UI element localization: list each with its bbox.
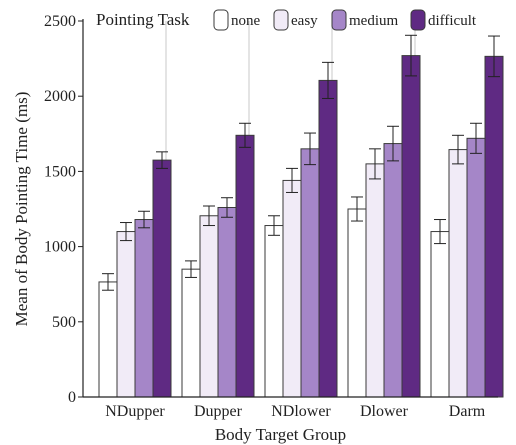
x-tick-label: Dupper bbox=[194, 403, 243, 420]
bar-easy-dupper bbox=[199, 215, 219, 398]
x-axis-title: Body Target Group bbox=[215, 425, 346, 444]
y-tick-label: 0 bbox=[68, 389, 76, 406]
x-tick-label: Dlower bbox=[360, 403, 409, 420]
x-tick-label: NDlower bbox=[271, 403, 331, 420]
bar-none-darm bbox=[430, 231, 450, 398]
bar-none-ndupper bbox=[98, 281, 118, 398]
y-tick-label: 2000 bbox=[44, 88, 76, 105]
y-tick-label: 500 bbox=[52, 314, 76, 331]
legend-label-easy: easy bbox=[291, 13, 318, 29]
bar-difficult-ndupper bbox=[152, 159, 172, 398]
bar-difficult-dlower bbox=[401, 55, 421, 398]
axes bbox=[82, 19, 498, 398]
legend-swatch-none bbox=[213, 9, 229, 31]
legend-label-difficult: difficult bbox=[428, 13, 477, 29]
legend-swatch-difficult bbox=[410, 9, 426, 31]
bar-difficult-darm bbox=[484, 55, 504, 398]
legend-title: Pointing Task bbox=[96, 10, 190, 29]
bar-difficult-dupper bbox=[235, 134, 255, 398]
bar-easy-darm bbox=[448, 149, 468, 398]
legend-label-none: none bbox=[231, 13, 261, 29]
bar-easy-ndupper bbox=[116, 231, 136, 398]
bar-medium-dupper bbox=[217, 206, 237, 398]
x-tick-label: Darm bbox=[449, 403, 486, 420]
bar-easy-dlower bbox=[365, 163, 385, 398]
legend-swatch-easy bbox=[273, 9, 289, 31]
y-ticks: 0 500 1000 1500 2000 2500 bbox=[44, 13, 83, 406]
bar-none-ndlower bbox=[264, 225, 284, 398]
error-bars bbox=[102, 34, 500, 291]
bar-medium-ndupper bbox=[134, 219, 154, 398]
y-tick-label: 1500 bbox=[44, 163, 76, 180]
bar-difficult-ndlower bbox=[318, 79, 338, 398]
bars bbox=[98, 55, 504, 398]
y-axis-title: Mean of Body Pointing Time (ms) bbox=[12, 92, 31, 327]
bar-none-dlower bbox=[347, 208, 367, 398]
x-ticks: NDupper Dupper NDlower Dlower Darm bbox=[105, 403, 486, 420]
x-tick-label: NDupper bbox=[105, 403, 165, 420]
legend-swatch-medium bbox=[331, 9, 347, 31]
bar-medium-darm bbox=[466, 137, 486, 398]
bar-medium-dlower bbox=[383, 143, 403, 398]
y-tick-label: 1000 bbox=[44, 239, 76, 256]
y-tick-label: 2500 bbox=[44, 13, 76, 30]
bar-easy-ndlower bbox=[282, 179, 302, 398]
bar-medium-ndlower bbox=[300, 148, 320, 398]
legend-label-medium: medium bbox=[349, 13, 398, 29]
bar-none-dupper bbox=[181, 268, 201, 398]
legend: Pointing Task none easy medium difficult bbox=[96, 9, 477, 31]
